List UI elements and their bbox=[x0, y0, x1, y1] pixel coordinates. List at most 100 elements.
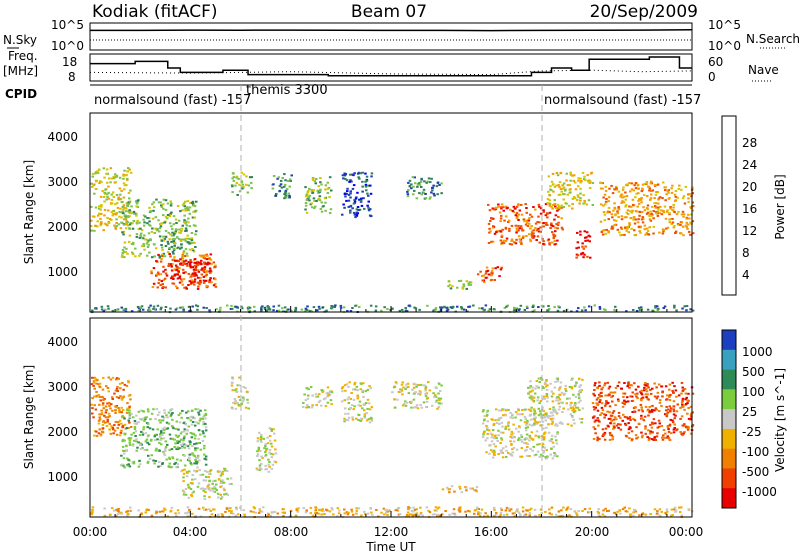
freq-label-line1: Freq. bbox=[8, 49, 38, 63]
velocity-cell bbox=[113, 424, 116, 427]
velocity-cell bbox=[611, 438, 614, 441]
velocity-cell bbox=[138, 463, 142, 466]
power-cell bbox=[537, 306, 540, 308]
power-cell bbox=[440, 182, 443, 185]
velocity-cell bbox=[574, 403, 577, 406]
velocity-cell bbox=[122, 416, 125, 419]
power-cell bbox=[122, 218, 126, 221]
velocity-cell bbox=[524, 426, 528, 429]
velocity-cell bbox=[609, 422, 612, 425]
velocity-cell bbox=[187, 486, 190, 489]
power-cell bbox=[654, 202, 658, 205]
velocity-cell bbox=[683, 431, 686, 433]
power-cell bbox=[123, 169, 126, 172]
power-cell bbox=[366, 204, 369, 207]
velocity-cell bbox=[494, 419, 497, 422]
velocity-cell bbox=[253, 507, 256, 510]
velocity-cell bbox=[217, 478, 221, 481]
power-cell bbox=[119, 207, 122, 210]
velocity-cell bbox=[256, 440, 259, 443]
velocity-cell bbox=[359, 388, 362, 391]
power-cell bbox=[451, 307, 454, 309]
power-cell bbox=[683, 305, 686, 308]
velocity-cell bbox=[114, 409, 117, 412]
velocity-cell bbox=[518, 426, 521, 429]
power-cell bbox=[639, 306, 643, 309]
power-cell bbox=[173, 231, 177, 234]
power-cell bbox=[572, 196, 576, 198]
velocity-cell bbox=[114, 389, 118, 392]
power-cell bbox=[462, 308, 466, 311]
velocity-cell bbox=[565, 402, 568, 405]
velocity-cell bbox=[537, 414, 541, 417]
velocity-cell bbox=[306, 397, 310, 400]
velocity-cell bbox=[577, 401, 581, 404]
power-cell bbox=[170, 202, 173, 205]
power-cell bbox=[548, 202, 552, 205]
velocity-cell bbox=[406, 382, 410, 385]
power-cell bbox=[559, 172, 563, 175]
power-cell bbox=[354, 216, 357, 219]
power-cell bbox=[447, 280, 451, 283]
velocity-cell bbox=[596, 439, 599, 442]
velocity-cell bbox=[175, 448, 178, 451]
velocity-cell bbox=[577, 397, 581, 400]
velocity-cell bbox=[677, 394, 681, 397]
velocity-cell bbox=[534, 434, 537, 437]
power-cell bbox=[250, 176, 253, 179]
power-cell bbox=[557, 193, 561, 196]
power-cell bbox=[122, 174, 125, 177]
velocity-cell bbox=[603, 432, 606, 435]
velocity-cell bbox=[530, 437, 534, 440]
power-cell bbox=[658, 196, 662, 199]
velocity-cell bbox=[363, 416, 367, 419]
velocity-cell bbox=[492, 423, 496, 425]
velocity-cell bbox=[95, 379, 98, 382]
velocity-cell bbox=[552, 406, 555, 409]
power-cell bbox=[267, 306, 270, 309]
power-cell bbox=[285, 194, 288, 197]
velocity-cell bbox=[573, 409, 577, 412]
velocity-cell bbox=[546, 384, 549, 387]
velocity-cell bbox=[598, 437, 601, 440]
power-cell bbox=[175, 266, 179, 268]
power-cell bbox=[514, 207, 517, 210]
power-cell bbox=[533, 309, 536, 312]
power-cell bbox=[410, 187, 413, 190]
power-cell bbox=[468, 281, 472, 284]
power-cell bbox=[124, 216, 128, 219]
velocity-cell bbox=[273, 432, 276, 435]
power-cell bbox=[490, 217, 494, 220]
velocity-cell bbox=[113, 429, 117, 432]
velocity-cell bbox=[353, 381, 357, 384]
velocity-cell bbox=[261, 456, 264, 459]
velocity-cell bbox=[691, 424, 695, 427]
velocity-cell bbox=[557, 399, 560, 402]
velocity-cell bbox=[106, 418, 109, 421]
velocity-cell bbox=[551, 411, 554, 414]
velocity-cell bbox=[120, 454, 123, 457]
velocity-cell bbox=[265, 468, 268, 470]
power-cell bbox=[462, 283, 465, 286]
velocity-cell bbox=[268, 427, 272, 430]
power-cell bbox=[634, 218, 638, 221]
velocity-cell bbox=[90, 383, 94, 386]
velocity-cell bbox=[353, 405, 356, 408]
velocity-cell bbox=[177, 512, 181, 515]
velocity-cell bbox=[517, 437, 521, 440]
power-cell bbox=[492, 217, 495, 220]
velocity-cell bbox=[511, 413, 514, 416]
power-cell bbox=[361, 190, 364, 193]
velocity-cell bbox=[558, 405, 562, 408]
power-cell bbox=[322, 205, 325, 208]
velocity-cell bbox=[532, 396, 536, 399]
velocity-cell bbox=[669, 393, 672, 396]
power-cell bbox=[618, 231, 621, 234]
velocity-cell bbox=[518, 513, 522, 516]
power-cell bbox=[560, 190, 563, 193]
power-cell bbox=[408, 179, 412, 182]
power-cell bbox=[505, 305, 508, 308]
power-cell bbox=[623, 195, 626, 198]
power-cell bbox=[180, 278, 183, 281]
power-cell bbox=[653, 184, 657, 187]
